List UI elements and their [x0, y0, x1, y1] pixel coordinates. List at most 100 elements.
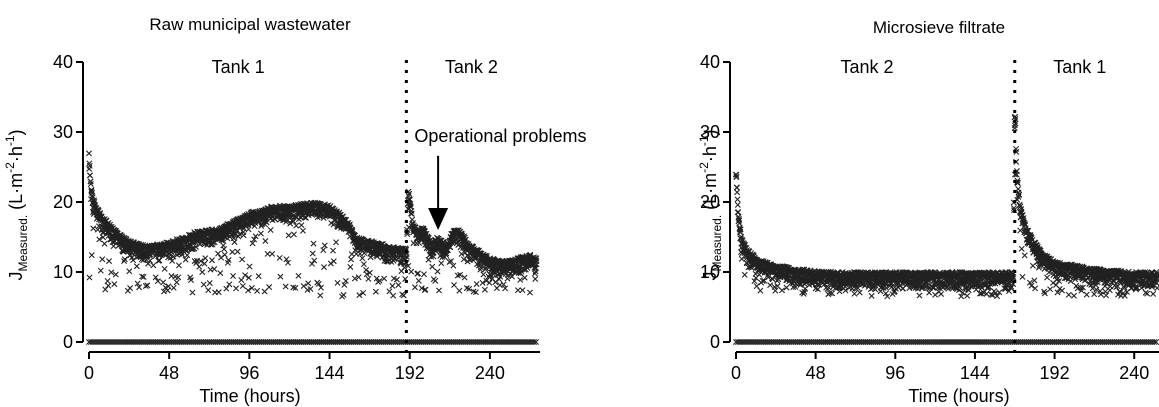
data-point	[415, 277, 422, 284]
data-point	[741, 271, 748, 278]
data-point	[450, 262, 457, 269]
data-point	[964, 292, 971, 299]
data-point	[307, 285, 314, 292]
y-tick-label: 0	[63, 332, 73, 352]
data-point	[1150, 290, 1157, 297]
data-point	[381, 275, 388, 282]
data-point	[298, 222, 305, 229]
data-point	[365, 275, 372, 282]
data-point	[333, 239, 340, 246]
data-point	[851, 290, 858, 297]
data-point	[88, 252, 95, 259]
data-point	[248, 285, 255, 291]
data-point	[430, 253, 437, 260]
data-point	[457, 271, 464, 278]
data-point	[155, 257, 162, 264]
data-point	[334, 279, 341, 286]
data-point	[916, 292, 923, 299]
data-point	[448, 258, 455, 265]
data-point	[277, 273, 284, 280]
data-point	[438, 260, 445, 267]
data-point	[290, 284, 297, 291]
data-point	[389, 282, 396, 289]
data-point	[215, 289, 222, 296]
data-point	[161, 265, 168, 272]
data-point	[473, 281, 480, 288]
data-point	[316, 213, 323, 220]
data-point	[532, 276, 539, 282]
data-point	[134, 280, 141, 287]
data-point	[218, 254, 225, 261]
data-point	[1044, 274, 1051, 281]
data-point	[926, 289, 933, 296]
data-point	[283, 256, 290, 263]
data-point	[133, 263, 140, 270]
y-tick-label: 20	[53, 192, 73, 212]
data-point	[734, 189, 741, 196]
data-point	[284, 259, 291, 266]
data-point	[480, 271, 487, 278]
data-point	[261, 288, 268, 295]
data-point	[340, 291, 347, 298]
data-point	[269, 250, 276, 257]
data-point	[231, 239, 238, 246]
data-point	[295, 272, 302, 279]
data-point	[264, 250, 271, 257]
data-point	[254, 287, 261, 294]
data-point	[267, 227, 274, 233]
data-point	[215, 250, 222, 257]
data-point	[472, 289, 479, 296]
data-point	[738, 255, 745, 262]
data-point	[733, 173, 740, 180]
data-point	[748, 264, 755, 271]
data-point	[190, 239, 197, 246]
data-point	[372, 288, 379, 295]
data-point	[765, 274, 772, 281]
data-point	[461, 274, 468, 281]
data-point	[86, 172, 93, 179]
data-point	[479, 279, 486, 286]
x-axis-label: Time (hours)	[908, 386, 1009, 406]
data-point	[497, 273, 504, 280]
data-point	[321, 242, 328, 249]
data-point	[1018, 245, 1025, 252]
data-point	[139, 273, 146, 280]
data-point	[249, 240, 256, 247]
data-point	[751, 278, 758, 285]
data-point	[406, 196, 413, 203]
data-point	[347, 263, 354, 270]
data-point	[403, 246, 410, 253]
right-tank-label: Tank 1	[1053, 57, 1106, 77]
x-tick-label: 0	[731, 363, 741, 383]
data-point	[355, 274, 362, 281]
data-point	[121, 256, 128, 263]
data-point	[229, 248, 236, 255]
data-point	[390, 292, 397, 299]
data-point	[305, 280, 312, 287]
data-point	[736, 217, 743, 224]
data-point	[175, 274, 182, 281]
data-point	[759, 278, 766, 284]
data-point	[492, 279, 499, 286]
data-point	[317, 292, 324, 299]
data-point	[262, 238, 269, 245]
data-point	[258, 223, 265, 230]
arrow-head	[428, 208, 449, 230]
x-tick-label: 240	[475, 363, 505, 383]
y-tick-label: 40	[700, 52, 720, 72]
data-point	[456, 287, 463, 294]
data-point	[311, 257, 318, 264]
y-tick-label: 10	[53, 262, 73, 282]
data-point	[483, 277, 490, 284]
data-point	[170, 253, 177, 260]
data-point	[154, 278, 161, 285]
x-axis-label: Time (hours)	[199, 386, 300, 406]
y-tick-label: 30	[700, 122, 720, 142]
data-point	[320, 247, 327, 254]
data-point	[239, 256, 246, 263]
data-point	[233, 285, 240, 292]
